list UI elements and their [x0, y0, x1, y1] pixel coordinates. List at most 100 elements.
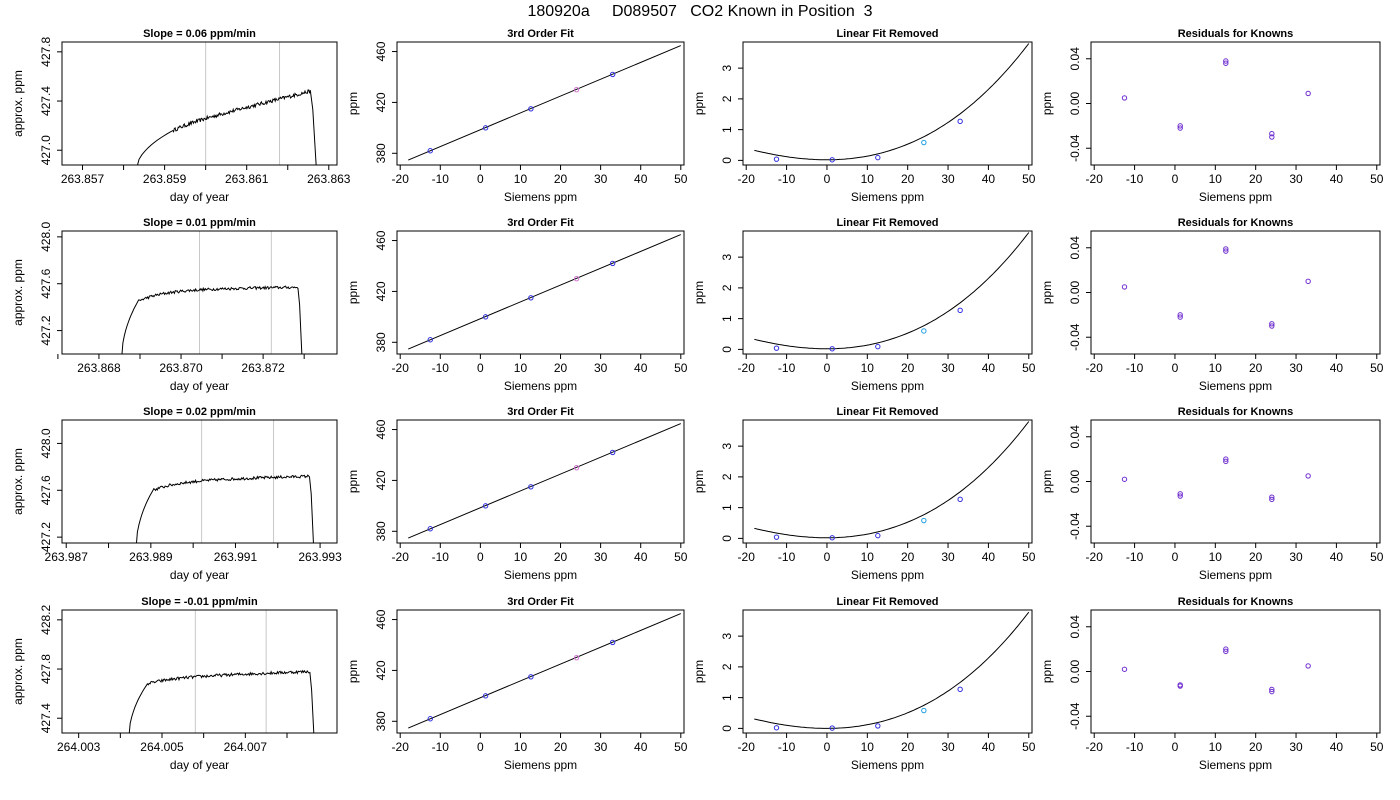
plot-frame [396, 230, 685, 355]
x-tick-label: 263.991 [214, 550, 258, 564]
plot-frame [742, 609, 1033, 734]
y-axis-label: ppm [692, 281, 706, 304]
x-tick-label: 30 [594, 740, 608, 754]
x-tick-label: 10 [1209, 361, 1223, 375]
y-tick-label: 0.04 [1068, 47, 1082, 71]
y-tick-label: 428.2 [39, 605, 53, 635]
plot-title: Slope = 0.06 ppm/min [143, 28, 256, 40]
y-axis-label: ppm [692, 92, 706, 115]
y-tick-label: -0.04 [1068, 323, 1082, 351]
data-point [482, 503, 489, 509]
plot-title: Residuals for Knowns [1178, 596, 1294, 608]
x-axis-label: Siemens ppm [504, 758, 577, 772]
x-tick-label: 50 [1022, 550, 1036, 564]
x-axis-label: Siemens ppm [851, 568, 924, 582]
data-point [573, 86, 580, 93]
plot-r4-linear: Linear Fit Removed Siemens ppm ppm -20 -10 0 1… [692, 596, 1036, 772]
y-axis-label: ppm [692, 660, 706, 683]
fit-line [408, 613, 681, 729]
y-tick-label: 380 [374, 332, 388, 352]
plot-title: Slope = 0.02 ppm/min [143, 406, 256, 418]
x-tick-label: -10 [778, 550, 796, 564]
x-tick-label: 0 [477, 550, 484, 564]
data-point [1305, 663, 1311, 669]
data-point [1223, 60, 1229, 66]
data-point [482, 693, 489, 699]
x-tick-label: -20 [738, 740, 756, 754]
data-point [1177, 314, 1183, 320]
x-tick-label: -10 [1126, 740, 1144, 754]
x-tick-label: -10 [432, 740, 450, 754]
data-point [482, 125, 489, 131]
x-axis-label: Siemens ppm [504, 379, 577, 393]
y-axis-label: approx. ppm [11, 259, 25, 326]
data-point [957, 307, 963, 314]
data-point [1269, 130, 1275, 137]
data-point [957, 496, 963, 503]
plot-r1-linear: Linear Fit Removed Siemens ppm ppm -20 -10 0 1… [692, 28, 1036, 204]
x-tick-label: 40 [634, 361, 648, 375]
plot-r2-linear: Linear Fit Removed Siemens ppm ppm -20 -10 0 1… [692, 217, 1036, 393]
x-axis-label: Siemens ppm [1199, 190, 1272, 204]
x-tick-label: 40 [982, 172, 996, 186]
y-axis-label: ppm [1040, 470, 1054, 493]
data-point [921, 139, 927, 146]
x-axis-label: Siemens ppm [1199, 379, 1272, 393]
data-point [773, 725, 780, 731]
y-axis-label: ppm [346, 660, 360, 683]
y-tick-label: -0.04 [1068, 702, 1082, 730]
data-point [609, 260, 616, 267]
x-tick-label: 40 [1330, 172, 1344, 186]
x-tick-label: -20 [1086, 361, 1104, 375]
y-axis-label: ppm [1040, 281, 1054, 304]
plot-title: 3rd Order Fit [507, 28, 574, 40]
x-tick-label: 50 [1022, 361, 1036, 375]
x-tick-label: 0 [1172, 172, 1179, 186]
y-tick-label: 427.4 [39, 86, 53, 116]
x-tick-label: 50 [674, 172, 688, 186]
plot-data [754, 421, 1030, 541]
y-tick-label: 3 [720, 442, 734, 449]
x-axis-label: Siemens ppm [851, 379, 924, 393]
data-point [1269, 321, 1275, 327]
y-axis-label: ppm [346, 281, 360, 304]
plot-data [1121, 246, 1311, 329]
x-tick-label: -20 [738, 172, 756, 186]
data-point [1177, 491, 1183, 497]
data-point [1223, 648, 1229, 655]
x-tick-label: 40 [982, 361, 996, 375]
fit-line [408, 423, 681, 539]
data-point [528, 106, 534, 112]
plot-frame [742, 419, 1033, 544]
x-axis-label: Siemens ppm [504, 190, 577, 204]
y-axis-label: approx. ppm [11, 70, 25, 137]
plot-data [1121, 58, 1311, 140]
x-tick-label: 50 [674, 740, 688, 754]
concentration-trace [128, 669, 315, 733]
x-tick-label: 20 [554, 550, 568, 564]
x-axis-label: day of year [170, 568, 229, 582]
x-tick-label: -20 [1086, 550, 1104, 564]
x-tick-label: -20 [1086, 740, 1104, 754]
x-tick-label: 40 [634, 740, 648, 754]
plot-title: Linear Fit Removed [836, 217, 938, 229]
y-tick-label: 0.00 [1068, 91, 1082, 115]
plot-r4-series: Slope = -0.01 ppm/min day of year approx. … [11, 596, 338, 772]
x-tick-label: -20 [392, 361, 410, 375]
data-point [609, 449, 616, 456]
x-tick-label: 20 [1249, 740, 1263, 754]
data-point [1121, 666, 1128, 672]
plot-r3-series: Slope = 0.02 ppm/min day of year approx. p… [11, 406, 342, 582]
plot-frame [1090, 41, 1381, 166]
data-point [829, 157, 835, 163]
data-point [528, 295, 534, 301]
plot-data [137, 42, 317, 165]
plot-data [754, 611, 1030, 731]
y-tick-label: 1 [720, 315, 734, 322]
x-tick-label: -20 [738, 550, 756, 564]
plot-title: Linear Fit Removed [836, 28, 938, 40]
x-tick-label: -10 [432, 361, 450, 375]
y-tick-label: -0.04 [1068, 512, 1082, 540]
plot-r3-fit: 3rd Order Fit Siemens ppm ppm -20 -10 0 10 20 30… [346, 406, 688, 582]
data-point [1223, 248, 1229, 254]
